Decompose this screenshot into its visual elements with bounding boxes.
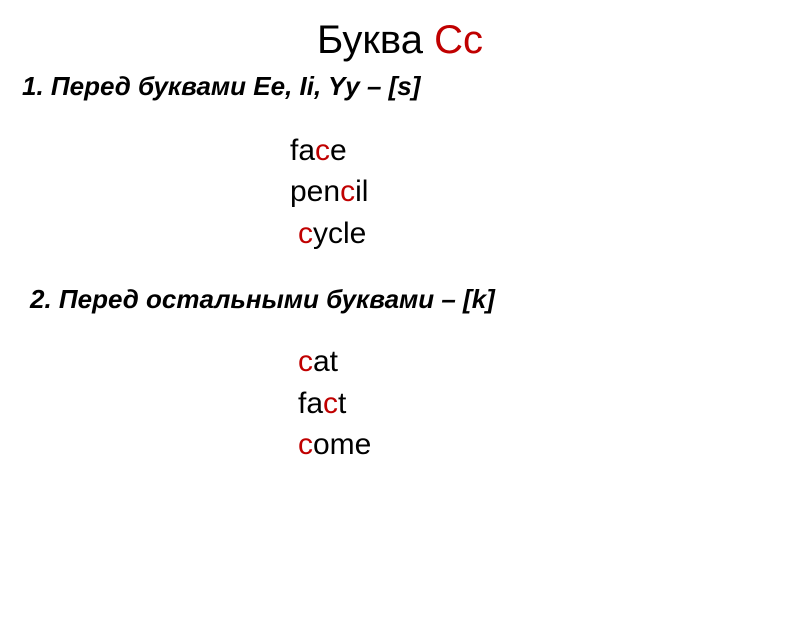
example-line: face — [290, 130, 800, 171]
example-red-letter: c — [340, 175, 355, 208]
title-red-text: Сс — [434, 18, 483, 62]
examples-group-2: cat fact come — [298, 341, 800, 465]
example-red-letter: c — [298, 428, 313, 461]
example-post: il — [355, 175, 368, 208]
example-pre: fa — [298, 387, 323, 420]
page-title: Буква Сс — [0, 18, 800, 63]
example-line: cat — [298, 341, 800, 382]
example-post: t — [338, 387, 346, 420]
example-post: at — [313, 345, 338, 378]
rule-1-text: 1. Перед буквами Ee, Ii, Yy – [s] — [22, 71, 800, 102]
rule-2-text: 2. Перед остальными буквами – [k] — [30, 284, 800, 315]
example-red-letter: c — [323, 387, 338, 420]
example-post: ome — [313, 428, 371, 461]
example-red-letter: c — [298, 217, 313, 250]
example-post: ycle — [313, 217, 366, 250]
example-red-letter: c — [315, 134, 330, 167]
example-pre: pen — [290, 175, 340, 208]
example-post: e — [330, 134, 347, 167]
example-pre: fa — [290, 134, 315, 167]
title-black-text: Буква — [317, 18, 434, 62]
example-line: pencil — [290, 171, 800, 212]
example-line: fact — [298, 383, 800, 424]
example-line: cycle — [290, 213, 800, 254]
example-line: come — [298, 424, 800, 465]
example-red-letter: c — [298, 345, 313, 378]
examples-group-1: face pencil cycle — [290, 130, 800, 254]
